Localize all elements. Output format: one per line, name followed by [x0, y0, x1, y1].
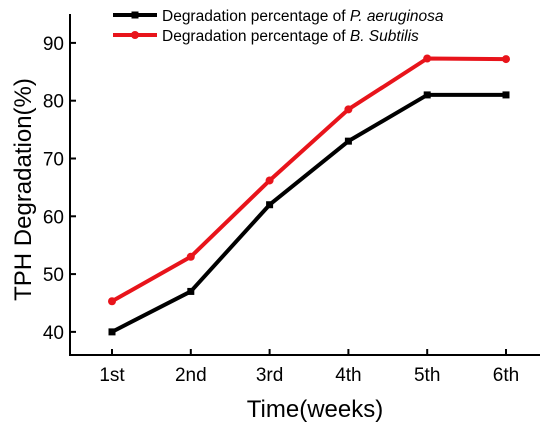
data-point — [186, 252, 195, 261]
data-point — [423, 91, 431, 99]
y-tick-label: 40 — [43, 323, 64, 344]
series-line — [111, 56, 507, 303]
series-2 — [108, 54, 510, 306]
series-layer — [108, 54, 510, 336]
data-point — [502, 55, 510, 64]
x-axis-ticks: 1st 2nd 3rd 4th 5th 6th — [99, 349, 519, 386]
legend-item: Degradation percentage of P. aeruginosa — [113, 8, 444, 25]
legend: Degradation percentage of P. aeruginosa D… — [113, 8, 444, 45]
x-axis-title: Time(weeks) — [247, 396, 383, 423]
data-point — [266, 201, 274, 209]
legend-marker — [131, 11, 139, 19]
data-point — [187, 287, 195, 295]
y-tick-label: 70 — [43, 149, 64, 170]
y-axis-ticks: 40 50 60 70 80 90 — [43, 34, 76, 344]
data-point — [423, 54, 432, 63]
y-tick-label: 90 — [43, 34, 64, 55]
data-point — [108, 297, 116, 306]
legend-marker — [131, 31, 139, 39]
legend-label: Degradation percentage of P. aeruginosa — [162, 8, 444, 25]
x-tick-label: 4th — [335, 365, 361, 386]
data-point — [344, 137, 352, 145]
y-tick-label: 60 — [43, 207, 64, 228]
legend-label: Degradation percentage of B. Subtilis — [162, 28, 419, 45]
x-tick-label: 2nd — [175, 365, 207, 386]
x-tick-label: 6th — [493, 365, 519, 386]
data-point — [108, 328, 116, 336]
x-tick-label: 5th — [414, 365, 440, 386]
y-tick-label: 80 — [43, 92, 64, 113]
x-tick-label: 3rd — [256, 365, 283, 386]
data-point — [502, 91, 510, 99]
y-axis-title: TPH Degradation(%) — [10, 78, 37, 301]
data-point — [344, 105, 353, 114]
y-tick-label: 50 — [43, 265, 64, 286]
x-tick-label: 1st — [99, 365, 125, 386]
series-line — [111, 92, 506, 334]
data-point — [265, 176, 274, 185]
series-1 — [108, 91, 510, 336]
legend-item: Degradation percentage of B. Subtilis — [113, 28, 419, 45]
